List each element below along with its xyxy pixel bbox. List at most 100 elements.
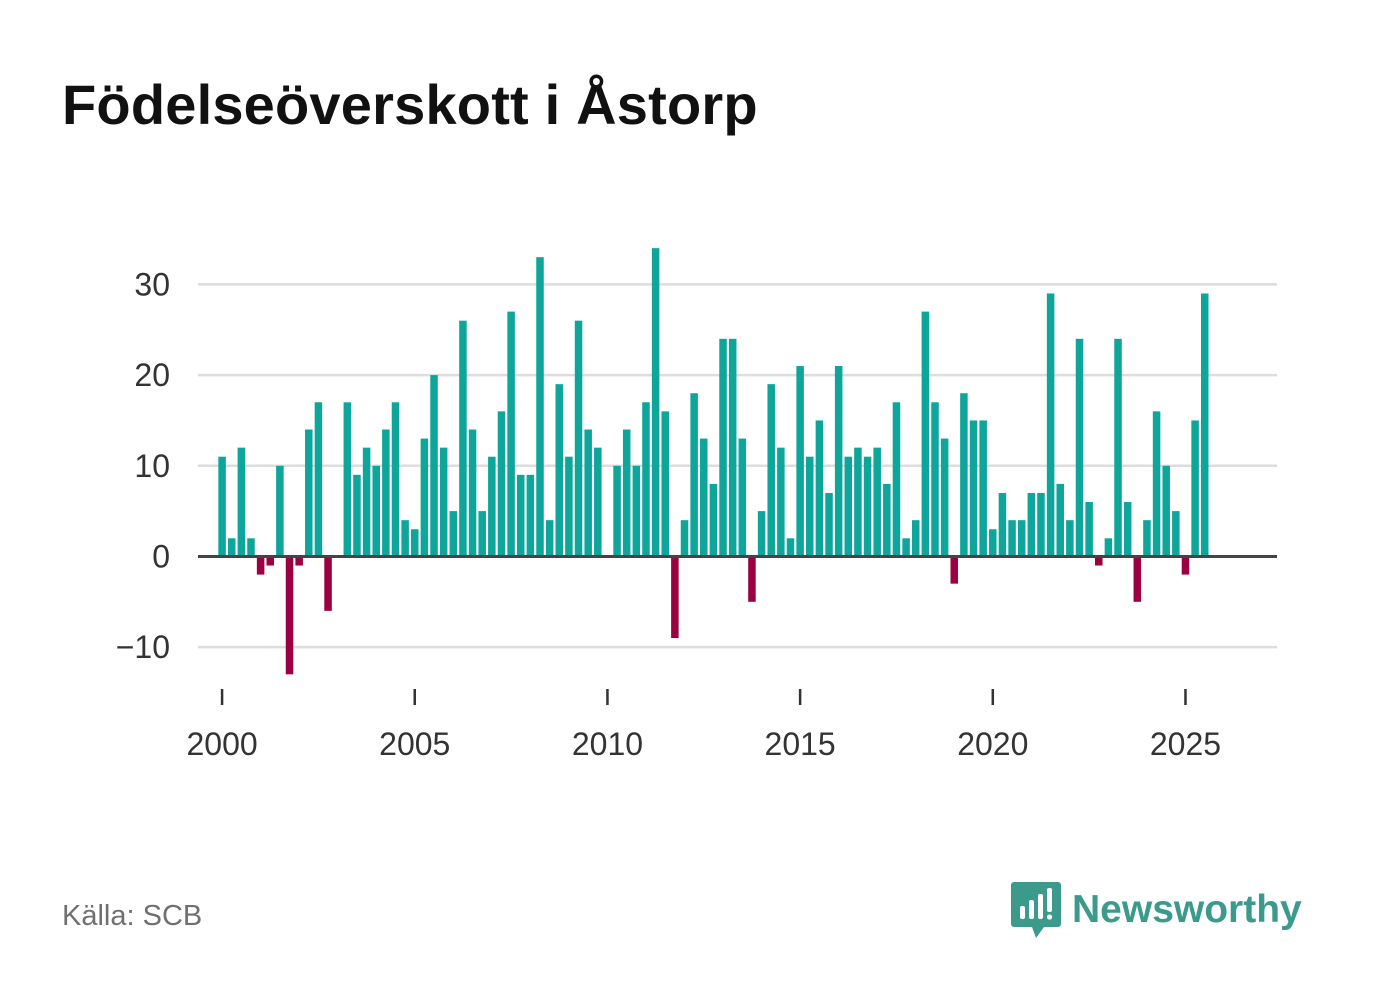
bar <box>372 465 380 557</box>
bar <box>786 538 795 557</box>
x-tick-label: 2000 <box>186 726 257 762</box>
bar <box>700 438 708 557</box>
bar <box>565 456 573 557</box>
bar <box>353 474 361 557</box>
bar <box>1191 420 1199 557</box>
grid-lines <box>198 283 1277 649</box>
x-tick-label: 2025 <box>1150 726 1221 762</box>
bar <box>651 248 660 557</box>
bar <box>276 465 284 557</box>
bar <box>420 438 429 557</box>
bar <box>1085 502 1093 557</box>
bar <box>632 465 641 557</box>
bar <box>844 456 853 557</box>
bar <box>680 520 689 557</box>
bar <box>940 438 949 557</box>
bar <box>690 393 698 557</box>
bar <box>1133 556 1142 602</box>
bar <box>574 320 583 557</box>
bar <box>642 402 650 557</box>
bar <box>1075 338 1084 557</box>
bar <box>362 447 371 557</box>
bar <box>738 438 747 557</box>
bar <box>1114 338 1122 557</box>
bar <box>748 556 756 602</box>
bar <box>285 556 294 675</box>
bar <box>1056 483 1064 557</box>
bar <box>237 447 246 557</box>
bar <box>266 556 275 566</box>
bar <box>1027 492 1036 557</box>
y-axis-ticks: 30 20 10 0 −10 <box>116 266 170 665</box>
bar <box>950 556 959 584</box>
bar <box>931 402 939 557</box>
bar <box>343 402 352 557</box>
bar <box>247 538 255 557</box>
bar <box>921 311 930 557</box>
y-tick-label: −10 <box>116 629 170 665</box>
bar <box>497 411 506 557</box>
bar <box>1046 293 1055 557</box>
bar <box>324 556 332 611</box>
newsworthy-logo-icon <box>1011 882 1061 938</box>
bar <box>584 429 592 557</box>
bar <box>979 420 987 557</box>
bar <box>863 456 872 557</box>
bar <box>757 511 766 557</box>
bar <box>902 538 910 557</box>
bar <box>459 320 467 557</box>
bar <box>488 456 496 557</box>
bar <box>439 447 448 557</box>
newsworthy-brand: Newsworthy <box>1010 880 1302 940</box>
bar <box>834 366 843 557</box>
brand-name: Newsworthy <box>1072 888 1302 931</box>
bar <box>806 456 814 557</box>
bar <box>401 520 409 557</box>
bar <box>777 447 785 557</box>
bar <box>622 429 631 557</box>
bar <box>825 492 833 557</box>
bar <box>815 420 824 557</box>
bar <box>1095 556 1103 566</box>
bar <box>883 483 891 557</box>
bar <box>911 520 920 557</box>
bar <box>767 384 775 557</box>
chart-title: Födelseöverskott i Åstorp <box>62 73 758 136</box>
bar <box>854 447 862 557</box>
bar <box>709 483 718 557</box>
bar <box>1162 465 1170 557</box>
bar <box>227 538 236 557</box>
bar <box>998 492 1007 557</box>
bar <box>1066 520 1074 557</box>
bar <box>1008 520 1016 557</box>
bar <box>1181 556 1190 575</box>
x-tick-label: 2020 <box>957 726 1028 762</box>
bar <box>960 393 968 557</box>
source-label: Källa: SCB <box>62 900 203 932</box>
bar <box>671 556 679 639</box>
bar <box>468 429 477 557</box>
bar <box>1037 492 1045 557</box>
bar <box>873 447 881 557</box>
bar <box>391 402 400 557</box>
bar <box>545 520 554 557</box>
bar <box>256 556 265 575</box>
bar <box>382 429 390 557</box>
bar-series <box>218 248 1209 675</box>
bar <box>305 429 313 557</box>
bar <box>516 474 525 557</box>
bar <box>661 411 669 557</box>
bar <box>295 556 303 566</box>
bar <box>1104 538 1113 557</box>
bar <box>989 529 997 557</box>
x-axis-ticks: 2000 2005 2010 2015 2020 2025 <box>186 689 1221 762</box>
bar <box>728 338 737 557</box>
x-tick-label: 2015 <box>765 726 836 762</box>
x-tick-label: 2010 <box>572 726 643 762</box>
bar <box>430 375 438 557</box>
x-tick-label: 2005 <box>379 726 450 762</box>
bar <box>1017 520 1026 557</box>
y-tick-label: 10 <box>134 448 170 484</box>
bar <box>411 529 419 557</box>
